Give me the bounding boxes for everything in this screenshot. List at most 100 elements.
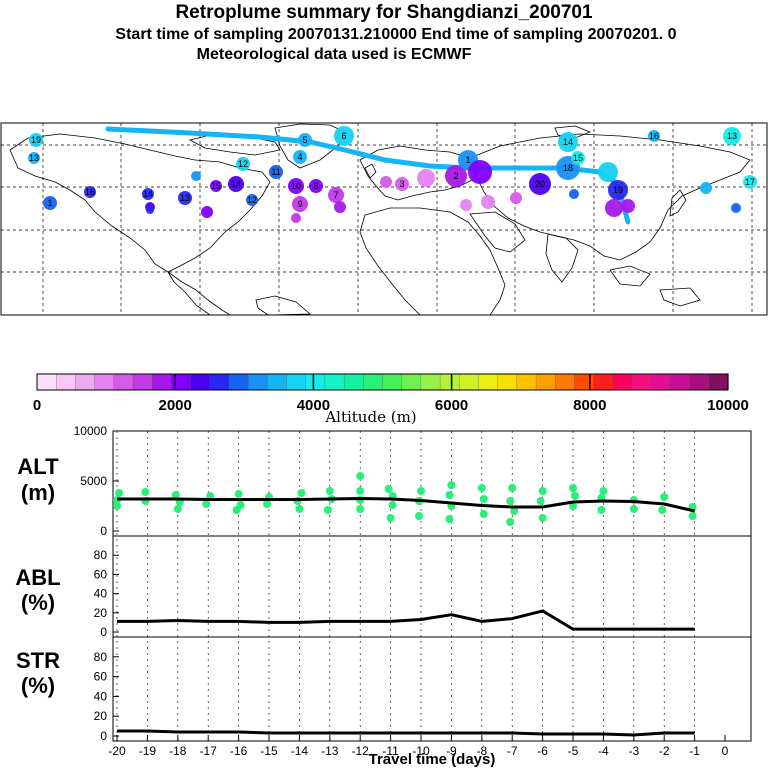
plume-cluster-label: 5	[302, 135, 307, 145]
plume-cluster-marker	[178, 191, 192, 205]
colorbar-cell	[324, 373, 345, 391]
plume-cluster-marker	[395, 177, 409, 191]
colorbar-cell	[113, 373, 134, 391]
alt-cluster-point	[113, 502, 121, 510]
plume-cluster-label: 13	[29, 153, 39, 163]
x-tick-label: -7	[507, 744, 518, 758]
alt-cluster-point	[660, 493, 669, 501]
colorbar-cell	[305, 373, 326, 391]
coastlines	[9, 123, 751, 316]
colorbar-cell	[247, 373, 268, 391]
alt-cluster-point	[538, 514, 547, 522]
colorbar-cells	[36, 373, 729, 391]
plume-cluster-marker	[236, 157, 250, 171]
panel-y-ticks: 0 5000 10000 0 20 40 60 80 0 20 40 60 80	[74, 424, 119, 743]
abl-series-line	[117, 609, 695, 631]
colorbar-cell	[420, 373, 441, 391]
plume-cluster-marker	[605, 199, 623, 217]
plume-cluster-label: 9	[297, 199, 302, 209]
colorbar-cell	[75, 373, 96, 391]
x-axis-ticks: -20 -19 -18 -17 -16 -15 -14 -13 -12 -11 -10 -9 -8 -7-…	[108, 735, 729, 758]
map-graticule	[1, 123, 767, 315]
y-tick-label: 80	[94, 548, 108, 562]
plume-cluster-label: 15	[573, 153, 583, 163]
alt-series-line	[117, 497, 695, 513]
alt-cluster-point	[599, 487, 608, 495]
colorbar-cell	[363, 373, 384, 391]
x-tick-label: -19	[139, 744, 157, 758]
alt-cluster-point	[232, 506, 241, 514]
alt-cluster-point	[597, 506, 606, 514]
abl-unit: (%)	[21, 590, 55, 615]
y-tick-label: 20	[94, 606, 108, 620]
colorbar-cell	[708, 373, 729, 391]
plume-cluster-marker	[569, 189, 579, 199]
x-tick-label: -3	[628, 744, 639, 758]
colorbar-cell	[497, 373, 518, 391]
alt-cluster-point	[479, 495, 488, 503]
plume-cluster-marker	[288, 178, 304, 194]
plume-cluster-marker	[731, 203, 741, 213]
colorbar-cell	[94, 373, 115, 391]
alt-cluster-point	[356, 472, 365, 480]
plume-cluster-marker	[417, 169, 435, 187]
plume-cluster-marker	[380, 176, 392, 188]
met-data-note: Meteorological data used is ECMWF	[196, 46, 472, 63]
colorbar-cell	[267, 373, 288, 391]
x-tick-label: -18	[169, 744, 187, 758]
y-tick-label: 40	[94, 689, 108, 703]
plume-cluster-marker	[201, 206, 213, 218]
alt-cluster-point	[323, 506, 332, 514]
chart-title: Retroplume summary for Shangdianzi_20070…	[175, 2, 593, 23]
x-tick-label: -4	[598, 744, 609, 758]
sampling-times: Start time of sampling 20070131.210000 E…	[115, 26, 677, 43]
panel-grid	[116, 431, 695, 741]
str-label: STR	[16, 648, 60, 673]
x-tick-label: -1	[689, 744, 700, 758]
x-tick-label: -9	[446, 744, 457, 758]
plume-cluster-label: 3	[399, 179, 404, 189]
colorbar-tick-label: 10000	[707, 397, 749, 414]
plume-cluster-marker	[191, 171, 201, 181]
colorbar-cell	[286, 373, 307, 391]
colorbar-cell	[459, 373, 480, 391]
plume-cluster-marker	[334, 201, 346, 213]
x-tick-label: -13	[321, 744, 339, 758]
alt-cluster-point	[417, 487, 425, 495]
colorbar-tick-label: 0	[33, 397, 41, 414]
plume-cluster-marker	[468, 160, 492, 184]
plume-cluster-label: 1	[47, 198, 52, 208]
plume-cluster-marker	[293, 150, 307, 164]
colorbar-cell	[171, 373, 192, 391]
plume-cluster-label: 4	[297, 152, 302, 162]
colorbar-cell	[651, 373, 672, 391]
colorbar-cell	[555, 373, 576, 391]
x-tick-label: -17	[200, 744, 218, 758]
alt-cluster-point	[536, 497, 545, 505]
y-tick-label: 60	[94, 670, 108, 684]
alt-cluster-point	[415, 512, 423, 520]
alt-cluster-point	[506, 518, 515, 526]
alt-cluster-point	[141, 488, 150, 496]
alt-cluster-point	[325, 487, 334, 495]
x-tick-label: -14	[291, 744, 309, 758]
colorbar-cell	[478, 373, 499, 391]
alt-cluster-point	[445, 515, 454, 523]
map-frame	[0, 122, 768, 316]
y-tick-label: 40	[94, 587, 108, 601]
colorbar-ticks: 0 2000 4000 6000 8000 10000	[33, 374, 749, 414]
colorbar-frame	[36, 373, 729, 391]
colorbar-label: Altitude (m)	[324, 408, 416, 426]
plume-cluster-marker	[743, 175, 757, 189]
plume-cluster-marker	[334, 126, 354, 146]
alt-cluster-point	[629, 505, 638, 513]
str-series-line	[117, 729, 695, 737]
plume-cluster-marker	[558, 132, 578, 152]
alt-cluster-point	[202, 500, 211, 508]
plume-cluster-marker	[142, 188, 154, 200]
alt-cluster-point	[538, 487, 547, 495]
alt-label: ALT	[17, 454, 59, 479]
colorbar-cell	[612, 373, 633, 391]
